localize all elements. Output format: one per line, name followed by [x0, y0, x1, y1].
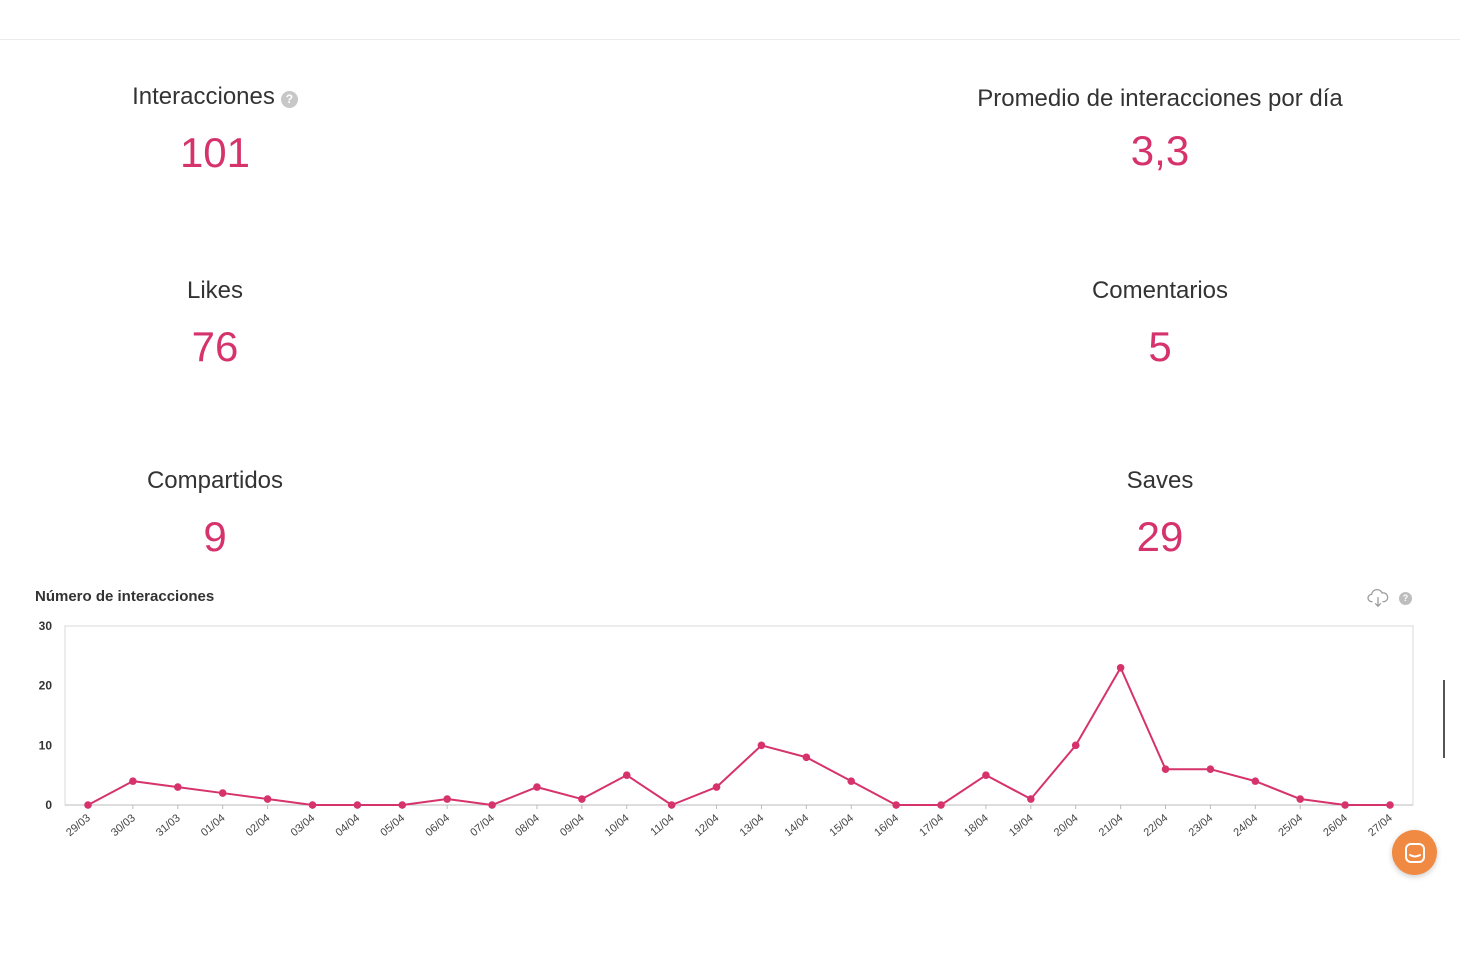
data-point: [757, 741, 766, 750]
data-point: [263, 795, 272, 803]
data-point: [802, 753, 811, 762]
data-point: [847, 777, 856, 785]
data-point: [1161, 765, 1170, 773]
x-tick-label: 18/04: [962, 812, 991, 839]
x-tick-label: 04/04: [334, 812, 363, 839]
y-tick-label: 10: [39, 738, 53, 752]
help-icon[interactable]: ?: [280, 91, 298, 109]
series-line: [87, 666, 1390, 806]
stat-interacciones: Interacciones? 101: [0, 82, 455, 178]
y-tick-label: 20: [39, 679, 53, 693]
chart-title: Número de interacciones: [35, 588, 215, 605]
stat-label: Likes: [186, 277, 244, 304]
x-tick-label: 07/04: [468, 812, 497, 839]
stat-value: 29: [1136, 513, 1184, 560]
x-tick-label: 08/04: [513, 812, 542, 839]
x-tick-label: 24/04: [1231, 812, 1260, 839]
x-tick-label: 21/04: [1097, 812, 1126, 839]
interactions-line-chart: 0 10 20 30 29/03 30/03 31/03 01/04 02/04 03/04 04/…: [39, 619, 1414, 839]
data-point: [578, 795, 586, 803]
x-tick-label: 17/04: [917, 812, 946, 839]
chart-help-icon[interactable]: ?: [1399, 591, 1412, 605]
stat-value: 9: [203, 513, 227, 560]
stat-comentarios: Comentarios 5: [920, 276, 1400, 372]
x-tick-label: 31/03: [154, 812, 183, 839]
stat-value: 101: [179, 129, 251, 176]
y-tick-label: 0: [45, 798, 52, 812]
stat-value: 3,3: [1130, 127, 1190, 174]
plot-frame: [64, 625, 1414, 806]
data-point: [712, 783, 721, 791]
x-tick-label: 23/04: [1187, 812, 1216, 839]
stat-label: Interacciones?: [0, 82, 455, 112]
data-point: [937, 801, 945, 809]
x-tick-label: 15/04: [827, 812, 856, 839]
x-tick-label: 10/04: [603, 812, 632, 839]
y-tick-label: 30: [39, 619, 53, 633]
x-tick-label: 16/04: [872, 812, 901, 839]
stat-promedio: Promedio de interacciones por día 3,3: [920, 84, 1400, 176]
chart-actions: ?: [1367, 588, 1412, 608]
data-point: [667, 801, 676, 809]
data-point: [443, 795, 451, 803]
data-point: [488, 801, 496, 809]
data-point: [892, 801, 900, 809]
chat-icon: [1404, 842, 1425, 863]
x-tick-label: 29/03: [64, 812, 93, 839]
x-tick-label: 12/04: [693, 812, 722, 839]
x-tick-label: 01/04: [199, 812, 228, 839]
data-point: [84, 801, 92, 809]
x-tick-label: 11/04: [648, 812, 676, 838]
stat-label: Promedio de interacciones por día: [977, 85, 1343, 112]
scroll-indicator[interactable]: [1443, 680, 1445, 758]
data-point: [1251, 777, 1260, 785]
x-tick-label: 14/04: [782, 812, 811, 839]
chat-button[interactable]: [1392, 830, 1437, 875]
x-tick-label: 05/04: [378, 812, 407, 839]
data-point: [308, 801, 317, 809]
x-tick-label: 19/04: [1007, 812, 1036, 839]
x-tick-label: 25/04: [1276, 812, 1305, 839]
data-point: [533, 783, 541, 791]
data-point: [353, 801, 362, 809]
stat-label: Comentarios: [1091, 277, 1229, 304]
x-tick-label: 06/04: [423, 812, 452, 839]
data-point: [218, 789, 227, 797]
x-tick-label: 02/04: [244, 812, 273, 839]
data-point: [1341, 801, 1349, 809]
stat-value: 5: [1148, 323, 1172, 370]
data-point: [1027, 795, 1035, 803]
stat-likes: Likes 76: [0, 276, 455, 372]
data-point: [1071, 741, 1080, 750]
top-divider: [0, 39, 1460, 40]
x-tick-label: 26/04: [1321, 812, 1350, 839]
x-tick-label: 20/04: [1052, 812, 1081, 839]
x-tick-label: 03/04: [289, 812, 318, 839]
stat-label: Saves: [1126, 467, 1194, 494]
data-point: [622, 771, 631, 779]
x-tick-label: 30/03: [109, 812, 138, 839]
x-tick-label: 13/04: [738, 812, 767, 839]
data-point: [1296, 795, 1305, 803]
data-point: [1116, 663, 1125, 672]
stat-value: 76: [191, 323, 239, 370]
interacciones-label: Interacciones: [132, 83, 275, 110]
data-point: [129, 777, 137, 785]
stat-label: Compartidos: [146, 467, 284, 494]
x-tick-label: 22/04: [1142, 812, 1171, 839]
cloud-download-icon[interactable]: [1367, 588, 1389, 608]
data-point: [1386, 801, 1394, 809]
data-point: [982, 771, 990, 779]
data-point: [1206, 765, 1215, 773]
x-tick-label: 27/04: [1366, 812, 1395, 839]
stat-compartidos: Compartidos 9: [0, 466, 455, 562]
stat-saves: Saves 29: [920, 466, 1400, 562]
data-point: [173, 783, 182, 791]
x-tick-label: 09/04: [558, 812, 587, 839]
data-point: [398, 801, 407, 809]
